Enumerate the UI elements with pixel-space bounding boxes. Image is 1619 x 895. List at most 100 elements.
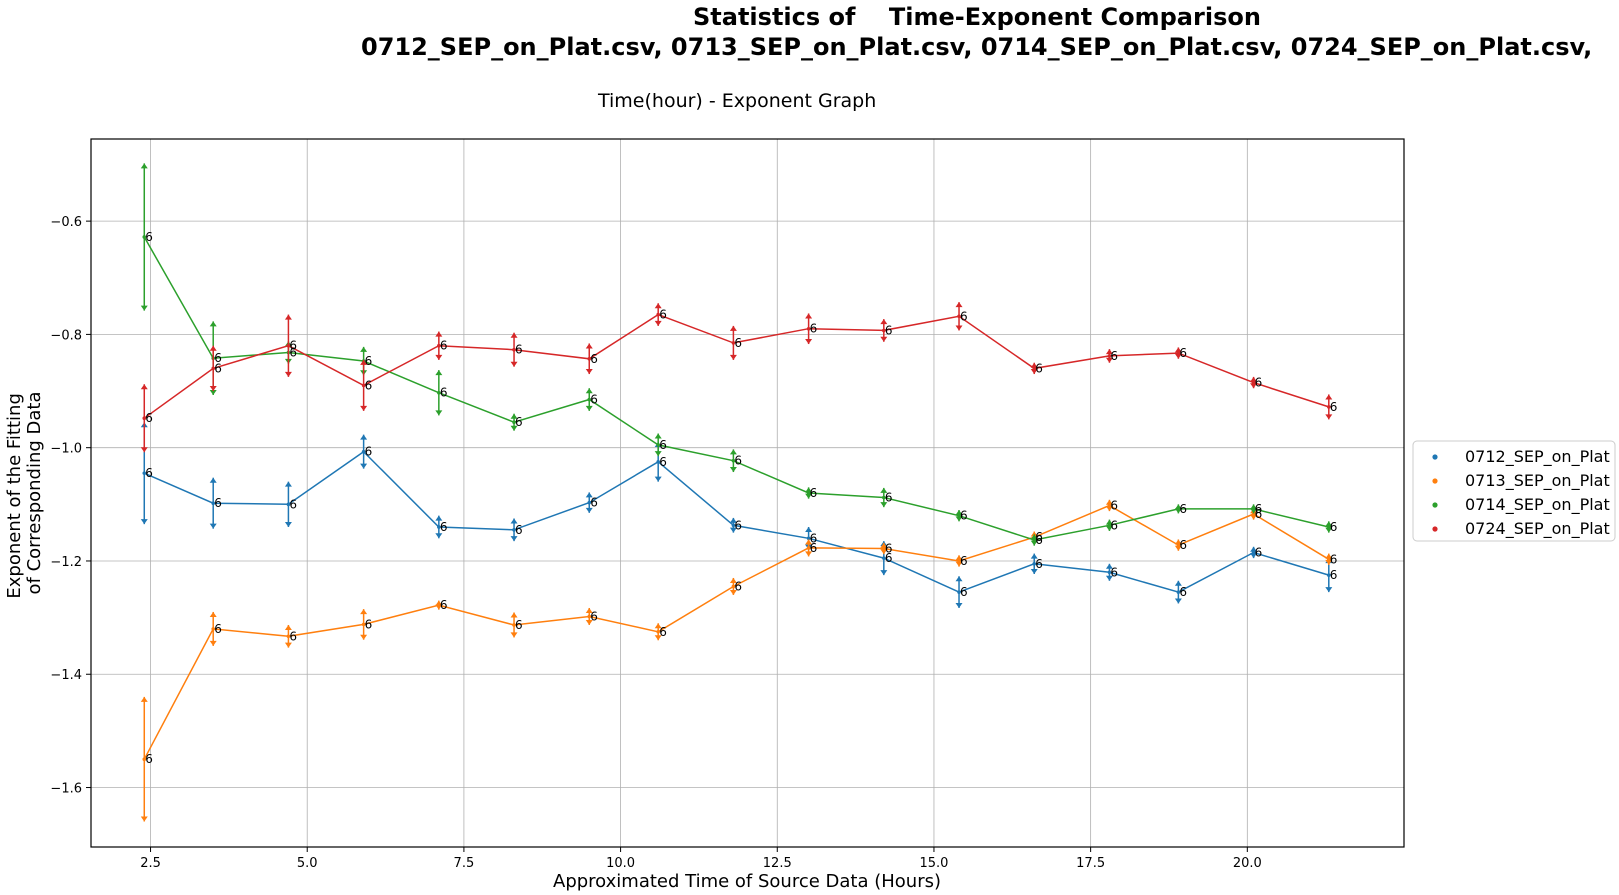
data-point: [1107, 523, 1112, 528]
error-cap-bottom: [284, 642, 292, 648]
error-cap-top: [1250, 546, 1258, 552]
data-point: [361, 622, 366, 627]
error-cap-bottom: [1174, 598, 1182, 604]
data-label: 6: [960, 509, 968, 523]
data-label: 6: [734, 454, 742, 468]
y-tick-label: −1.4: [50, 668, 82, 683]
data-label: 6: [1035, 557, 1043, 571]
data-label: 6: [960, 585, 968, 599]
error-cap-top: [805, 487, 813, 493]
data-point: [286, 343, 291, 348]
error-cap-bottom: [140, 447, 148, 453]
error-cap-top: [955, 302, 963, 308]
data-label: 6: [515, 343, 523, 357]
data-point: [882, 556, 886, 560]
error-cap-top: [510, 332, 518, 338]
error-cap-bottom: [209, 640, 217, 646]
error-cap-top: [1105, 563, 1113, 569]
error-cap-bottom: [510, 361, 518, 367]
error-cap-bottom: [654, 635, 662, 641]
data-label: 6: [1330, 552, 1338, 566]
x-tick-label: 20.0: [1233, 856, 1262, 871]
error-cap-top: [284, 481, 292, 487]
data-label: 6: [145, 466, 153, 480]
data-point: [361, 383, 366, 388]
error-cap-top: [1105, 349, 1113, 355]
error-cap-top: [435, 600, 443, 606]
data-label: 6: [289, 497, 297, 511]
data-point: [512, 420, 516, 425]
error-cap-top: [510, 413, 518, 419]
data-label: 6: [734, 579, 742, 593]
error-cap-top: [729, 577, 737, 583]
error-cap-bottom: [360, 405, 368, 411]
error-cap-top: [1325, 394, 1333, 400]
error-cap-top: [585, 492, 593, 498]
error-cap-top: [209, 477, 217, 483]
data-point: [211, 366, 216, 371]
error-cap-bottom: [1030, 369, 1038, 375]
data-point: [806, 536, 811, 541]
error-cap-top: [1030, 531, 1038, 537]
error-cap-top: [880, 542, 888, 548]
data-point: [806, 546, 811, 550]
data-label: 6: [1035, 361, 1043, 375]
error-cap-top: [1030, 553, 1038, 559]
data-point: [142, 757, 147, 762]
error-cap-bottom: [284, 371, 292, 377]
data-point: [731, 458, 736, 463]
y-tick-label: −0.8: [50, 328, 82, 343]
data-point: [142, 235, 147, 239]
data-point: [587, 397, 592, 402]
error-cap-top: [209, 345, 217, 351]
error-cap-bottom: [654, 476, 662, 482]
data-point: [1176, 543, 1181, 547]
error-cap-bottom: [209, 386, 217, 392]
data-label: 6: [1179, 585, 1187, 599]
data-label: 6: [1255, 507, 1263, 521]
data-point: [957, 590, 961, 594]
data-label: 6: [1255, 545, 1263, 559]
data-label: 6: [1255, 376, 1263, 390]
error-cap-bottom: [1250, 514, 1258, 520]
legend-box: [1412, 440, 1616, 542]
y-axis-label-line-2: of Corresponding Data: [24, 391, 45, 594]
data-label: 6: [214, 351, 222, 365]
data-point: [1176, 351, 1181, 355]
error-cap-bottom: [955, 602, 963, 608]
chart-subtitle: Time(hour) - Exponent Graph: [598, 90, 877, 112]
data-label: 6: [590, 609, 598, 623]
error-cap-bottom: [510, 632, 518, 638]
data-label: 6: [440, 386, 448, 400]
error-cap-bottom: [1250, 508, 1258, 514]
data-point: [512, 623, 516, 627]
data-point: [587, 500, 592, 505]
data-point: [512, 347, 516, 352]
error-cap-top: [435, 515, 443, 521]
series-line: [143, 504, 1330, 760]
data-label: 6: [145, 230, 153, 244]
data-point: [211, 627, 216, 631]
data-point: [1107, 570, 1112, 575]
error-cap-top: [585, 388, 593, 394]
data-point: [361, 449, 366, 454]
data-label: 6: [1110, 565, 1118, 579]
x-tick-label: 15.0: [919, 856, 948, 871]
data-point: [806, 326, 811, 331]
data-point: [731, 523, 736, 528]
error-cap-bottom: [140, 519, 148, 525]
error-cap-top: [1250, 504, 1258, 510]
error-cap-bottom: [140, 305, 148, 311]
data-point: [437, 603, 441, 607]
data-point: [587, 356, 592, 361]
chart-title-line-1: Statistics of Time-Exponent Comparison: [693, 3, 1261, 31]
data-label: 6: [365, 378, 373, 392]
grid-lines: [91, 139, 1404, 847]
error-cap-bottom: [1250, 553, 1258, 559]
x-tick-label: 17.5: [1076, 856, 1105, 871]
data-label: 6: [734, 336, 742, 350]
error-cap-bottom: [510, 425, 518, 431]
data-label: 6: [289, 629, 297, 643]
data-label: 6: [659, 438, 667, 452]
error-cap-top: [1174, 580, 1182, 586]
